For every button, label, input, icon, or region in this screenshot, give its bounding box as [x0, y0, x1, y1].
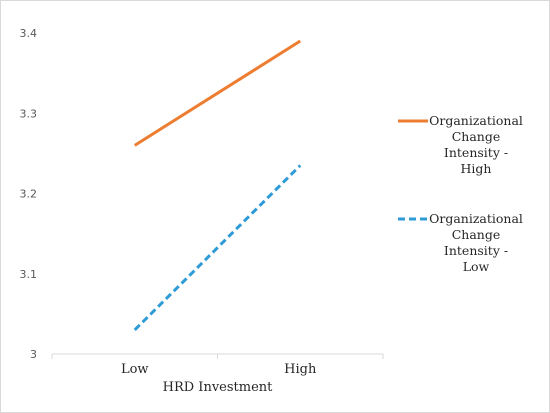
legend-label-line: Intensity -	[444, 243, 508, 258]
x-axis-categories: Low High	[121, 362, 317, 377]
legend-label-line: Low	[463, 259, 490, 274]
x-axis-title: HRD Investment	[163, 380, 274, 395]
x-category-label: Low	[121, 362, 149, 377]
series-line-high	[133, 39, 302, 147]
series-line-low	[133, 164, 302, 331]
x-category-label: High	[284, 362, 317, 377]
y-tick-label: 3.1	[20, 268, 38, 281]
legend-label-line: Organizational	[429, 211, 523, 226]
series-layer	[133, 39, 302, 331]
legend-label-line: Change	[452, 129, 501, 144]
legend-label-line: Intensity -	[444, 145, 508, 160]
y-tick-label: 3.4	[20, 27, 38, 40]
y-tick-label: 3	[30, 348, 37, 361]
y-tick-label: 3.2	[20, 188, 38, 201]
y-axis-ticks: 3 3.1 3.2 3.3 3.4	[20, 27, 38, 361]
x-axis-tick-marks	[51, 354, 384, 359]
legend-label-line: Organizational	[429, 113, 523, 128]
y-tick-label: 3.3	[20, 107, 38, 120]
legend-label-line: Change	[452, 227, 501, 242]
legend-label-line: High	[461, 161, 492, 176]
